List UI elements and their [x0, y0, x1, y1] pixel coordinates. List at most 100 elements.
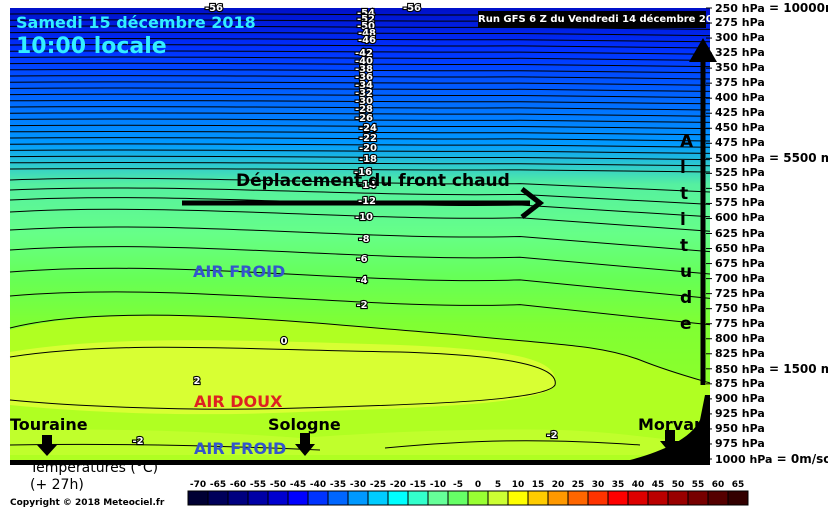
- isotherm-label: -26: [355, 113, 373, 124]
- color-scale-swatch: [287, 490, 309, 506]
- place-touraine: Touraine: [10, 415, 88, 434]
- color-scale-tick: 50: [672, 480, 685, 490]
- color-scale-swatch: [267, 490, 289, 506]
- pressure-level-label: 950 hPa: [715, 421, 765, 435]
- isotherm-label: -6: [356, 254, 367, 265]
- isotherm-label: 0: [281, 336, 288, 347]
- touraine-marker-icon: [37, 435, 57, 456]
- warm-air-label: AIR DOUX: [194, 392, 283, 411]
- isotherm-label: -50: [357, 21, 375, 32]
- color-scale-swatch: [247, 490, 269, 506]
- color-scale-swatch: [487, 490, 509, 506]
- color-scale-swatch: [727, 490, 749, 506]
- pressure-level-label: 525 hPa: [715, 166, 765, 180]
- isotherm-label: -32: [355, 88, 373, 99]
- color-scale-tick: 5: [495, 480, 501, 490]
- color-scale-tick: -40: [310, 480, 326, 490]
- warm-bubble: [10, 340, 556, 415]
- front-movement-label: Déplacement du front chaud: [236, 171, 510, 191]
- color-scale-swatch: [547, 490, 569, 506]
- pressure-level-label: 825 hPa: [715, 346, 765, 360]
- color-scale-swatch: [707, 490, 729, 506]
- temperature-label: Températures (°C): [30, 460, 159, 476]
- pressure-level-label: 1000 hPa = 0m/sol: [715, 452, 828, 466]
- isotherm-line: [9, 118, 711, 123]
- isotherm-label: -18: [359, 154, 377, 165]
- isotherm-label: -22: [359, 133, 377, 144]
- isotherm-line: [9, 87, 711, 92]
- isotherm-line: [9, 149, 711, 154]
- isotherm-label: -12: [358, 196, 376, 207]
- isotherm-label: -38: [355, 64, 373, 75]
- isotherm-line: [9, 267, 711, 299]
- isotherm-label: -42: [355, 48, 373, 59]
- isotherm-label: -56: [205, 3, 223, 14]
- color-scale-swatch: [587, 490, 609, 506]
- pressure-level-label: 475 hPa: [715, 136, 765, 150]
- color-scale-swatch: [647, 490, 669, 506]
- cold-air-lower-label: AIR FROID: [194, 439, 287, 458]
- isotherm-line: [9, 56, 711, 61]
- isotherm-line: [9, 124, 711, 130]
- pressure-level-label: 425 hPa: [715, 106, 765, 120]
- isotherm-line: [9, 99, 711, 105]
- isotherm-line: [9, 75, 711, 80]
- altitude-letter: t: [680, 184, 689, 204]
- pressure-level-label: 875 hPa: [715, 376, 765, 390]
- copyright: Copyright © 2018 Meteociel.fr: [10, 498, 165, 508]
- isotherm-label: -2: [132, 436, 143, 447]
- color-scale-swatch: [507, 490, 529, 506]
- color-scale-swatch: [447, 490, 469, 506]
- pressure-level-label: 550 hPa: [715, 181, 765, 195]
- color-scale-swatch: [387, 490, 409, 506]
- pressure-level-label: 350 hPa: [715, 61, 765, 75]
- color-scale-tick: -30: [350, 480, 366, 490]
- isotherm-label: -20: [359, 143, 377, 154]
- altitude-letter: l: [680, 158, 686, 178]
- pressure-level-label: 325 hPa: [715, 46, 765, 60]
- pressure-level-label: 750 hPa: [715, 301, 765, 315]
- isotherm-label: -52: [357, 14, 375, 25]
- isotherm-label: -46: [358, 35, 376, 46]
- color-scale-tick: 35: [612, 480, 625, 490]
- color-scale-tick: 55: [692, 480, 705, 490]
- altitude-letter: i: [680, 210, 686, 230]
- isotherm-line: [9, 143, 711, 148]
- isotherm-line: [9, 208, 711, 232]
- color-scale-tick: -10: [430, 480, 446, 490]
- altitude-letter: d: [680, 288, 693, 308]
- color-scale-swatch: [627, 490, 649, 506]
- color-scale-tick: -20: [390, 480, 406, 490]
- pressure-level-label: 575 hPa: [715, 196, 765, 210]
- color-scale-swatch: [687, 490, 709, 506]
- morvan-marker-icon: [660, 430, 680, 453]
- isotherm-label: -36: [355, 72, 373, 83]
- isotherm-line: [9, 31, 711, 37]
- pressure-level-label: 375 hPa: [715, 76, 765, 90]
- color-scale-tick: -35: [330, 480, 346, 490]
- isotherm-line: [9, 25, 711, 30]
- isotherm-lines: [9, 13, 711, 326]
- color-scale-tick: -55: [250, 480, 266, 490]
- place-sologne: Sologne: [268, 415, 341, 434]
- color-scale-tick: 30: [592, 480, 605, 490]
- isotherm-line: [9, 62, 711, 68]
- isotherm-line: [9, 187, 711, 205]
- color-scale-tick: 0: [475, 480, 481, 490]
- color-scale-tick: -5: [453, 480, 463, 490]
- altitude-letter: u: [680, 262, 693, 282]
- forecast-date: Samedi 15 décembre 2018: [16, 13, 256, 32]
- color-scale-swatch: [427, 490, 449, 506]
- altitude-arrow-head: [689, 38, 717, 62]
- isotherm-line: [9, 177, 711, 193]
- pressure-level-label: 725 hPa: [715, 286, 765, 300]
- pressure-level-label: 800 hPa: [715, 331, 765, 345]
- color-scale-swatch: [367, 490, 389, 506]
- isotherm-label: -24: [359, 123, 377, 134]
- isotherm-line: [9, 161, 711, 167]
- isotherm-line: [9, 106, 711, 111]
- pressure-level-label: 675 hPa: [715, 256, 765, 270]
- isotherm-label: -4: [356, 275, 367, 286]
- color-scale-swatch: [227, 490, 249, 506]
